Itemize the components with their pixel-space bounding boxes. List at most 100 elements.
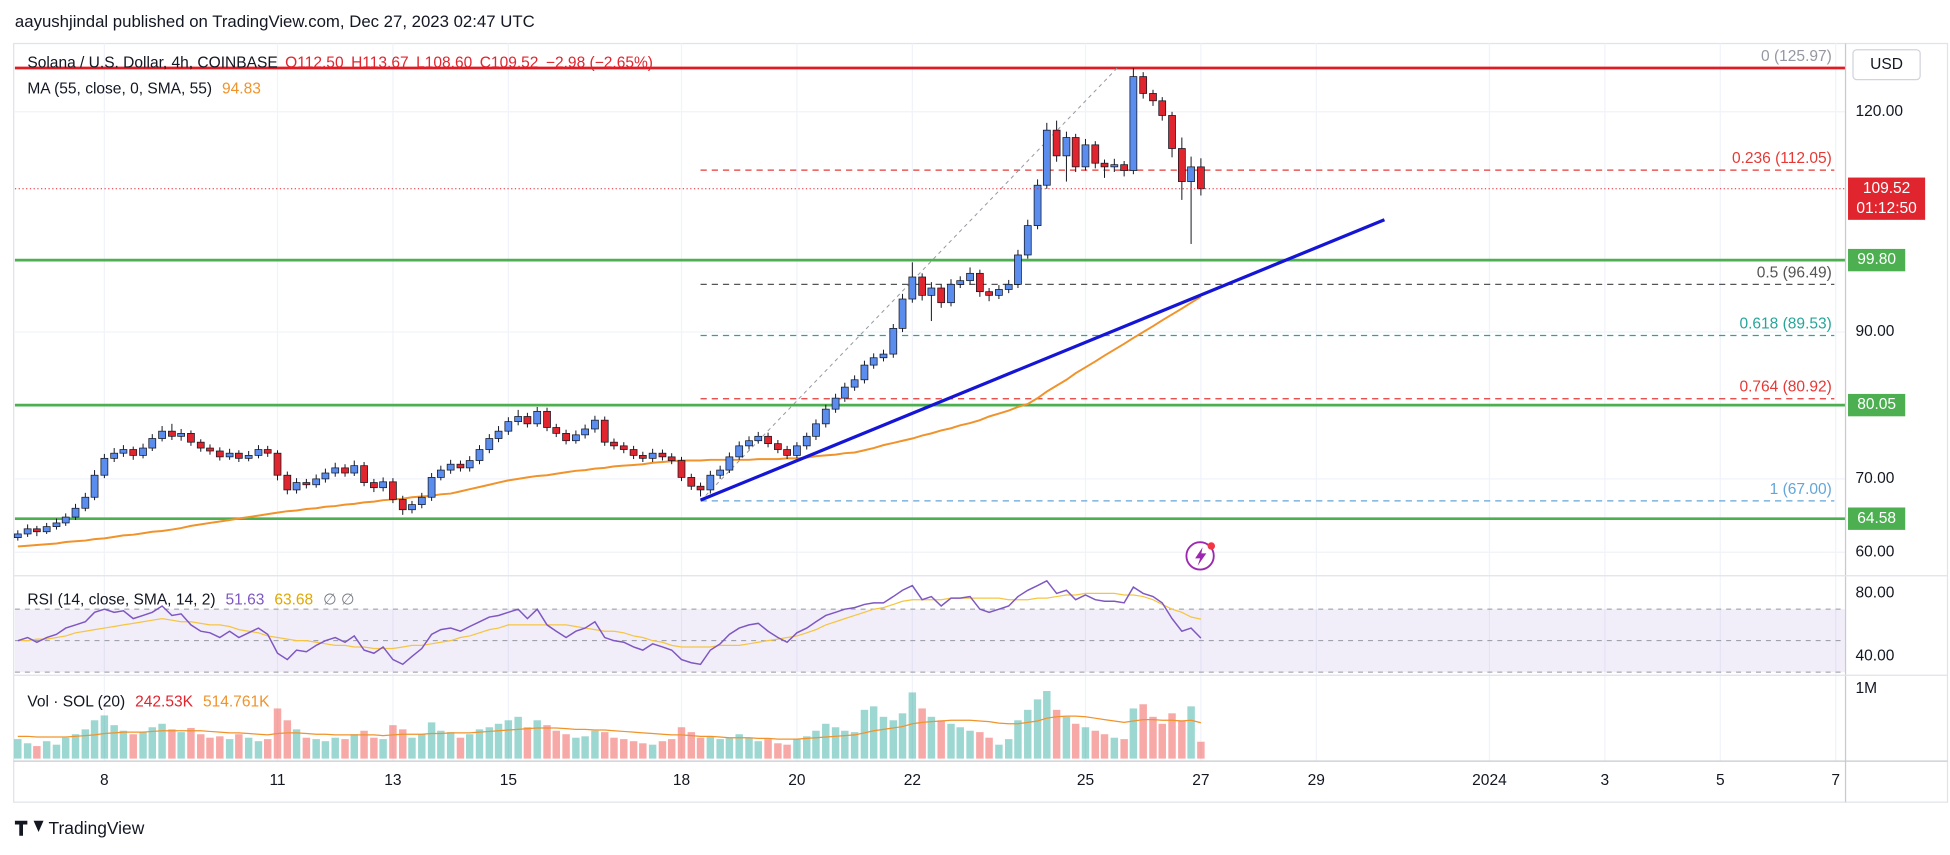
candle-body <box>1158 100 1167 116</box>
candle-body <box>831 397 840 410</box>
volume-bar <box>572 737 580 759</box>
currency-box[interactable] <box>1852 49 1921 81</box>
volume-bar <box>1110 737 1119 759</box>
candle-body <box>494 430 503 439</box>
volume-bar <box>119 730 128 759</box>
candle-body <box>1197 166 1205 190</box>
volume-bar <box>947 723 955 759</box>
volume-bar <box>1081 727 1090 759</box>
open: O112.50 <box>285 55 344 72</box>
volume-bar <box>552 730 560 759</box>
volume-bar <box>446 732 455 759</box>
level-label: 80.05 <box>1857 396 1896 413</box>
candle-body <box>398 499 407 511</box>
candle-body <box>1004 283 1013 290</box>
candle-body <box>389 481 397 500</box>
candle-body <box>735 445 744 458</box>
overlays: 8 11 13 15 18 20 22 25 27 29 2024 3 5 7 60.00 70.00 90.0… <box>100 48 1926 789</box>
candle-body <box>985 291 993 296</box>
volume-bar <box>677 727 686 759</box>
candle-body <box>562 433 570 442</box>
volume-bar <box>81 729 90 759</box>
candle-body <box>90 474 99 498</box>
volume-bar <box>206 737 214 759</box>
volume-bar <box>1139 704 1147 759</box>
volume-bar <box>1120 739 1128 759</box>
candle-body <box>600 419 609 443</box>
candle-body <box>215 450 224 458</box>
candle-body <box>1129 76 1138 171</box>
volume-bar <box>331 737 339 759</box>
level-label-box <box>1848 248 1906 272</box>
volume-bar <box>1004 739 1013 759</box>
candle-body <box>292 482 301 491</box>
level-label: 99.80 <box>1857 251 1896 268</box>
candle-body <box>572 434 580 442</box>
candle-body <box>889 328 898 355</box>
candle-body <box>408 504 416 511</box>
candle-body <box>485 438 494 450</box>
fib-label: 0 (125.97) <box>1761 48 1832 65</box>
volume-bar <box>696 737 705 759</box>
candle-body <box>1100 162 1109 168</box>
volume-bar <box>1168 713 1176 759</box>
volume-bar <box>254 741 263 759</box>
volume-ma-value: 514.761K <box>203 694 270 711</box>
candle-body <box>802 435 811 447</box>
candle-body <box>716 469 725 476</box>
candle-body <box>254 449 263 456</box>
candle-body <box>1177 148 1186 182</box>
alert-icon[interactable] <box>1185 541 1216 571</box>
candle-body <box>543 410 551 428</box>
countdown-label: 01:12:50 <box>1856 200 1917 217</box>
volume-bar <box>869 706 878 759</box>
volume-bar <box>620 739 628 759</box>
candle-body <box>840 386 849 399</box>
volume-bar <box>321 741 330 759</box>
x-tick-label: 3 <box>1601 772 1610 789</box>
close: C109.52 <box>480 55 539 72</box>
candle-body <box>427 477 436 498</box>
volume-bar <box>966 730 974 759</box>
candle-body <box>658 452 667 458</box>
candle-body <box>302 482 311 486</box>
brand-logo: TradingView <box>14 818 145 838</box>
candle-body <box>552 427 561 434</box>
candle-body <box>158 430 166 439</box>
volume-bar <box>1052 709 1061 759</box>
volume-bar <box>639 743 647 759</box>
candle-body <box>774 443 782 450</box>
volume-bar <box>629 741 638 759</box>
candle-body <box>465 460 474 469</box>
candle-body <box>677 460 686 478</box>
low: L108.60 <box>416 55 473 72</box>
volume-bar <box>350 734 358 759</box>
volume-legend: Vol · SOL (20) 242.53K 514.761K <box>27 694 270 711</box>
volume-bar <box>908 692 917 759</box>
y-tick-label: 70.00 <box>1855 470 1894 487</box>
volume-bar <box>216 736 224 759</box>
candle-body <box>1168 115 1176 149</box>
candle-body <box>1014 254 1022 285</box>
candle-body <box>610 441 618 447</box>
rsi-sma-line <box>17 592 1202 650</box>
volume-bar <box>370 737 378 759</box>
volume-bar <box>976 732 984 759</box>
last-price-box <box>1848 177 1926 220</box>
x-tick-label: 29 <box>1308 772 1325 789</box>
volume-label: Vol · SOL (20) <box>27 694 125 711</box>
volume-bar <box>562 734 570 759</box>
candle-body <box>956 280 965 285</box>
volume-bar <box>879 716 888 759</box>
candle-body <box>360 465 368 483</box>
alert-dot <box>1207 542 1216 550</box>
candle-body <box>350 465 359 474</box>
candle-body <box>812 423 820 437</box>
rsi-tick-label: 40.00 <box>1855 648 1894 665</box>
rsi-sma-value: 63.68 <box>274 592 313 609</box>
volume-bar <box>312 739 320 759</box>
volume-bar <box>1043 691 1051 759</box>
volume-bar <box>889 720 898 759</box>
